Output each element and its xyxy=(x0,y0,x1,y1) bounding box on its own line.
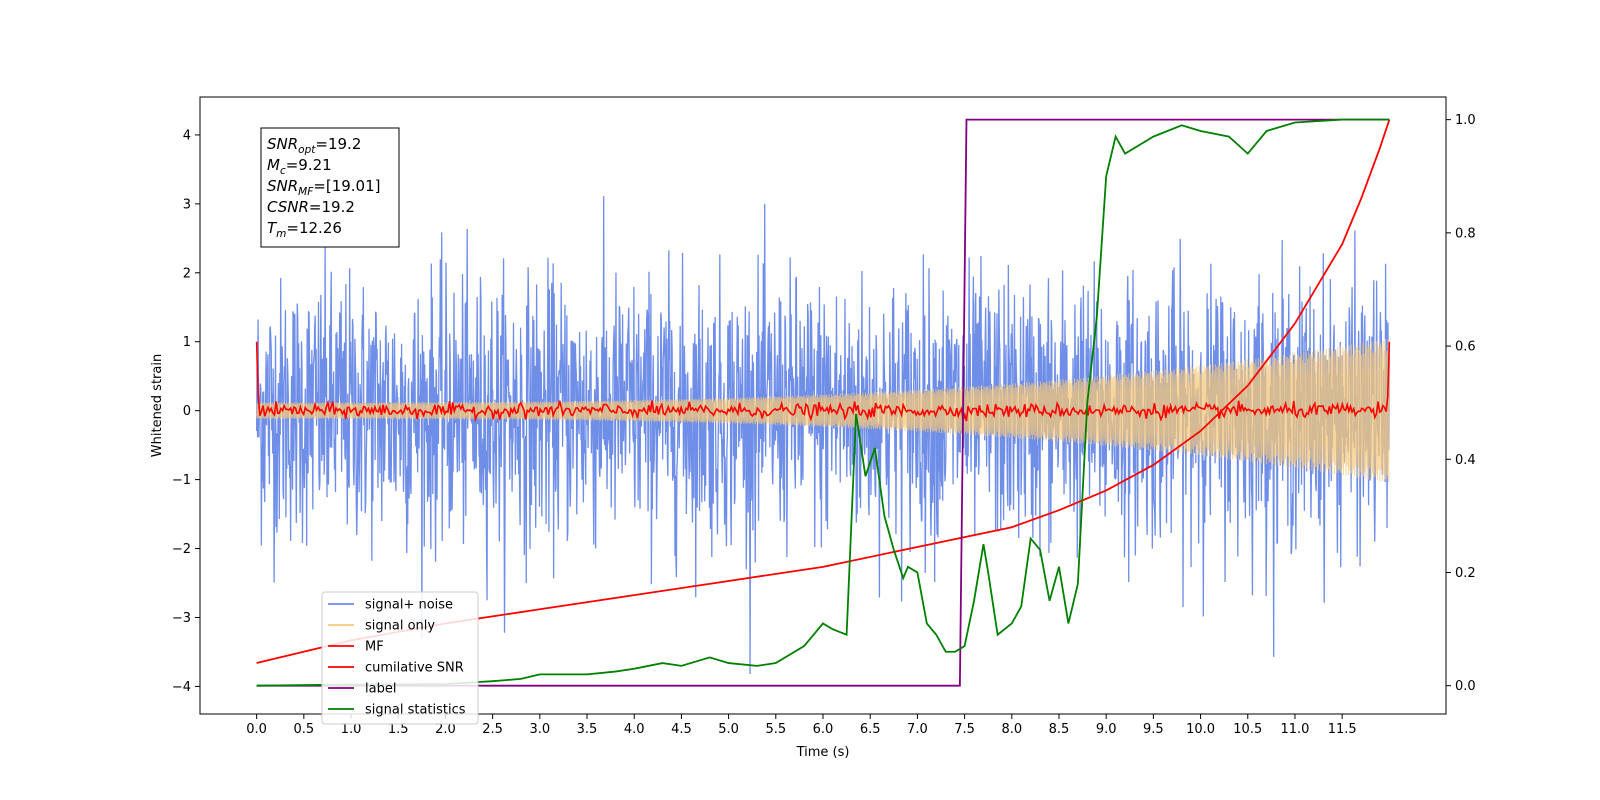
x-tick-label: 6.5 xyxy=(860,722,881,737)
x-axis-label: Time (s) xyxy=(796,745,850,760)
x-tick-label: 2.0 xyxy=(435,722,456,737)
x-tick-label: 5.0 xyxy=(718,722,739,737)
y-right-tick-label: 0.2 xyxy=(1455,566,1476,581)
y-left-tick-label: −2 xyxy=(172,542,191,557)
legend-label: signal+ noise xyxy=(365,598,453,613)
x-tick-label: 4.0 xyxy=(624,722,645,737)
annotation-box xyxy=(260,127,400,248)
series-signal-statistics-line xyxy=(256,118,1390,687)
y-left-tick-label: −1 xyxy=(172,473,191,488)
x-tick-label: 2.5 xyxy=(482,722,503,737)
x-tick-label: 4.5 xyxy=(671,722,692,737)
x-tick-label: 11.5 xyxy=(1328,722,1357,737)
x-tick-label: 0.0 xyxy=(246,722,267,737)
x-tick-label: 8.0 xyxy=(1001,722,1022,737)
x-tick-label: 6.0 xyxy=(813,722,834,737)
x-tick-label: 8.5 xyxy=(1049,722,1070,737)
y-left-tick-label: 1 xyxy=(183,335,191,350)
x-tick-label: 3.0 xyxy=(529,722,550,737)
y-left-tick-label: 4 xyxy=(183,128,191,143)
x-tick-label: 5.5 xyxy=(765,722,786,737)
x-tick-label: 7.0 xyxy=(907,722,928,737)
series-cumulative-snr-line xyxy=(256,119,1391,664)
x-tick-label: 3.5 xyxy=(577,722,598,737)
x-tick-label: 10.5 xyxy=(1233,722,1262,737)
x-tick-label: 7.5 xyxy=(954,722,975,737)
y-left-tick-label: 0 xyxy=(183,404,191,419)
x-tick-label: 1.0 xyxy=(341,722,362,737)
y-left-tick-label: −4 xyxy=(172,680,191,695)
annotation-line: Tm=12.26 xyxy=(267,219,342,240)
annotation-line: SNRMF=[19.01] xyxy=(267,177,381,198)
x-tick-label: 9.5 xyxy=(1143,722,1164,737)
legend-label: signal only xyxy=(365,619,435,634)
legend-label: MF xyxy=(365,640,384,655)
legend-label: signal statistics xyxy=(365,703,466,718)
series-mf-line xyxy=(255,341,1391,423)
y-left-tick-label: 2 xyxy=(183,266,191,281)
x-tick-label: 9.0 xyxy=(1096,722,1117,737)
annotation-line: Mc=9.21 xyxy=(267,156,332,177)
y-right-tick-label: 1.0 xyxy=(1455,113,1476,128)
legend-label: cumilative SNR xyxy=(365,661,464,676)
y-right-tick-label: 0.4 xyxy=(1455,453,1476,468)
y-left-tick-label: 3 xyxy=(183,197,191,212)
legend-box xyxy=(321,591,479,725)
x-tick-label: 0.5 xyxy=(293,722,314,737)
annotation-line: CSNR=19.2 xyxy=(267,198,355,216)
x-tick-label: 11.0 xyxy=(1280,722,1309,737)
x-tick-label: 10.0 xyxy=(1186,722,1215,737)
series-label-line xyxy=(256,118,1390,687)
y-right-tick-label: 0.0 xyxy=(1455,679,1476,694)
y-axis-label: Whitened strain xyxy=(150,354,165,457)
y-right-tick-label: 0.8 xyxy=(1455,226,1476,241)
annotation-line: SNRopt=19.2 xyxy=(267,135,361,156)
legend-label: label xyxy=(365,682,396,697)
y-right-tick-label: 0.6 xyxy=(1455,340,1476,355)
y-left-tick-label: −3 xyxy=(172,611,191,626)
x-tick-label: 1.5 xyxy=(388,722,409,737)
